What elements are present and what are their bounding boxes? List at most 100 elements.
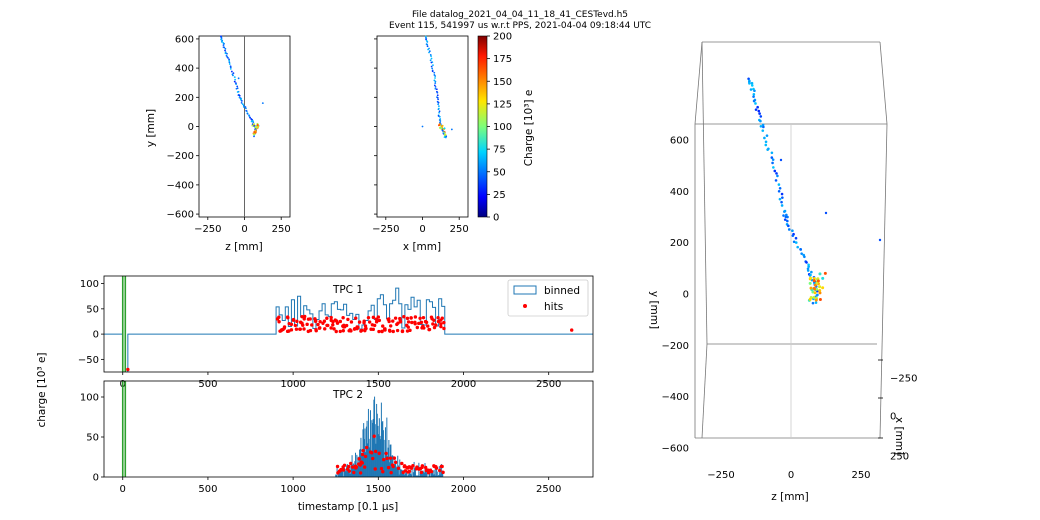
panel-tpc1-hit-marker xyxy=(316,322,320,327)
panel-tpc2-hit-marker xyxy=(373,467,377,471)
panel-3d-ztick-label: 250 xyxy=(890,452,909,463)
panel-3d-hit-point xyxy=(770,151,774,155)
panel-tpc1-hit-marker xyxy=(374,317,379,321)
panel-3d-hit-point xyxy=(787,228,791,231)
panel-3d-hit-point xyxy=(777,189,781,193)
colorbar-label: Charge [10³] e xyxy=(523,90,535,167)
panel-3d-hit-point xyxy=(809,276,813,280)
panel-yz-ytick-label: 200 xyxy=(175,93,194,104)
panel-yx-hit-point xyxy=(424,35,427,38)
panel-3d-hit-point xyxy=(812,295,816,299)
panel-yz-hit-point xyxy=(242,106,245,108)
panel-tpc1-hit-marker xyxy=(406,320,411,324)
panel-3d-hit-point xyxy=(812,287,816,291)
panel-yx-hit-point xyxy=(438,115,441,118)
panel-yz-hit-point xyxy=(253,135,255,138)
panel-3d-hit-point xyxy=(748,82,751,85)
panel-tpc1-hit-marker xyxy=(442,326,446,331)
panel-tpc1-xtick-label: 2000 xyxy=(451,379,476,390)
panel-tpc1-hit-marker xyxy=(338,319,343,324)
panel-tpc1-hit-marker xyxy=(389,324,393,328)
legend-binned-label: binned xyxy=(544,285,580,297)
panel-3d-ticks: 600 400 200 0 −200 −400 −600 −250 0 250 −250 0 250 xyxy=(662,136,918,482)
panel-3d-hit-point xyxy=(776,174,779,178)
panel-tpc2-hit-marker xyxy=(389,470,393,475)
panel-3d-hit-point xyxy=(766,148,769,151)
panel-tpc2-hit-marker xyxy=(346,464,351,469)
panel-yx-hit-point xyxy=(430,57,433,60)
panel-tpc2-hit-marker xyxy=(335,464,340,469)
panel-tpc1-hit-marker xyxy=(305,322,309,327)
panel-yx-hit-point xyxy=(421,125,424,128)
panel-tpc2-hit-marker xyxy=(373,449,378,454)
panel-yz-hit-point xyxy=(232,72,235,75)
panel-tpc2-hit-marker xyxy=(400,461,404,466)
panel-tpc1-hit-marker xyxy=(413,322,417,326)
panel-tpc1-hit-marker xyxy=(442,320,446,325)
panel-3d-hit-point xyxy=(813,283,817,287)
panel-3d-ztick-label: −250 xyxy=(890,374,917,385)
panel-3d-ytick-label: −400 xyxy=(662,392,689,403)
panel-3d-hit-point xyxy=(752,93,756,96)
panel-tpc2-hit-marker xyxy=(371,456,375,461)
panel-yz-xtick-label: 250 xyxy=(272,224,291,235)
panel-tpc2-hit-marker xyxy=(347,469,352,473)
panel-3d-hit-point xyxy=(791,229,794,233)
panel-tpc1-hit-marker xyxy=(418,316,422,320)
panel-tpc1-ytick-label: 100 xyxy=(80,279,99,290)
panel-3d-hit-point xyxy=(786,215,789,219)
panel-tpc1-hit-marker xyxy=(388,329,392,333)
panel-3d-marks xyxy=(747,77,882,305)
panel-yz-hit-point xyxy=(241,103,244,106)
panel-3d-ytick-label: 400 xyxy=(670,187,689,198)
panel-tpc1-hit-marker xyxy=(400,329,405,333)
panel-3d-hit-point xyxy=(763,136,766,140)
panel-tpc1-hit-marker xyxy=(391,319,395,323)
panel-yz-hit-point xyxy=(234,78,237,81)
panel-yz-hit-point xyxy=(228,58,230,61)
panel-tpc2-ticks: 0 500 1000 1500 2000 2500 0 50 100 xyxy=(80,393,562,496)
panel-yx-hit-point xyxy=(433,71,436,74)
panel-tpc1-xtick-label: 2500 xyxy=(536,379,561,390)
panel-tpc1-hit-marker xyxy=(417,321,421,326)
panel-yz-hit-point xyxy=(221,39,224,42)
panel-3d-hit-point xyxy=(878,238,882,242)
panel-3d-hit-point xyxy=(821,286,825,290)
panel-yx-hit-point xyxy=(425,38,427,41)
panel-3d-hit-point xyxy=(773,169,777,173)
panel-3d-xlabel: z [mm] xyxy=(771,491,809,503)
panel-3d-hit-point xyxy=(783,209,787,213)
panel-yx-hit-point xyxy=(441,124,444,127)
panel-tpc1-hit-marker xyxy=(326,323,330,328)
panel-yz-xtick-label: 0 xyxy=(241,224,247,235)
panel-yz-hit-point xyxy=(244,107,247,110)
colorbar-tick-label: 125 xyxy=(493,99,512,110)
panel-tpc2-hit-marker xyxy=(403,469,408,473)
panel-tpc2-xtick-label: 2500 xyxy=(536,484,561,495)
panel-tpc1-hit-marker xyxy=(376,315,381,319)
legend: binned hits xyxy=(507,279,589,317)
panel-yz-hit-point xyxy=(240,100,243,102)
panel-tpc2-hit-marker xyxy=(363,454,368,459)
panel-yz-hit-point xyxy=(246,112,249,115)
panel-3d-hit-point xyxy=(815,294,819,297)
colorbar-tick-label: 75 xyxy=(493,145,506,156)
colorbar-ticks: 0 25 50 75 100 125 150 175 200 xyxy=(487,32,512,224)
panel-3d-hit-point xyxy=(774,179,778,182)
panel-yz-hit-point xyxy=(230,70,233,73)
panel-tpc1-hit-marker xyxy=(362,321,366,325)
panel-tpc1-hit-marker xyxy=(338,329,342,334)
panel-3d-hit-point xyxy=(808,281,812,285)
panel-3d-hit-point xyxy=(794,241,798,244)
panel-tpc1-hit-marker xyxy=(293,323,298,328)
panel-tpc2-hit-marker xyxy=(420,464,425,468)
panel-yz-hit-point xyxy=(248,115,251,118)
panel-3d-hit-point xyxy=(770,156,774,159)
panel-yz-marks xyxy=(220,35,264,217)
panel-tpc2-hit-marker xyxy=(354,465,359,469)
panel-yx-hit-point xyxy=(434,86,437,88)
panel-3d-hit-point xyxy=(750,84,754,87)
panel-tpc2-hit-marker xyxy=(360,461,364,465)
colorbar-tick-label: 100 xyxy=(493,122,512,133)
panel-3d-hit-point xyxy=(812,277,816,281)
